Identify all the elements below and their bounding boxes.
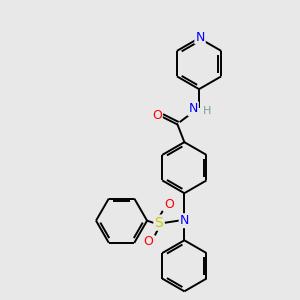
Text: H: H [203,106,211,116]
Text: N: N [180,214,189,227]
Text: O: O [152,109,162,122]
Text: S: S [154,216,163,230]
Text: N: N [195,31,205,44]
Text: O: O [143,235,153,248]
Text: N: N [188,102,198,115]
Text: O: O [165,199,175,212]
